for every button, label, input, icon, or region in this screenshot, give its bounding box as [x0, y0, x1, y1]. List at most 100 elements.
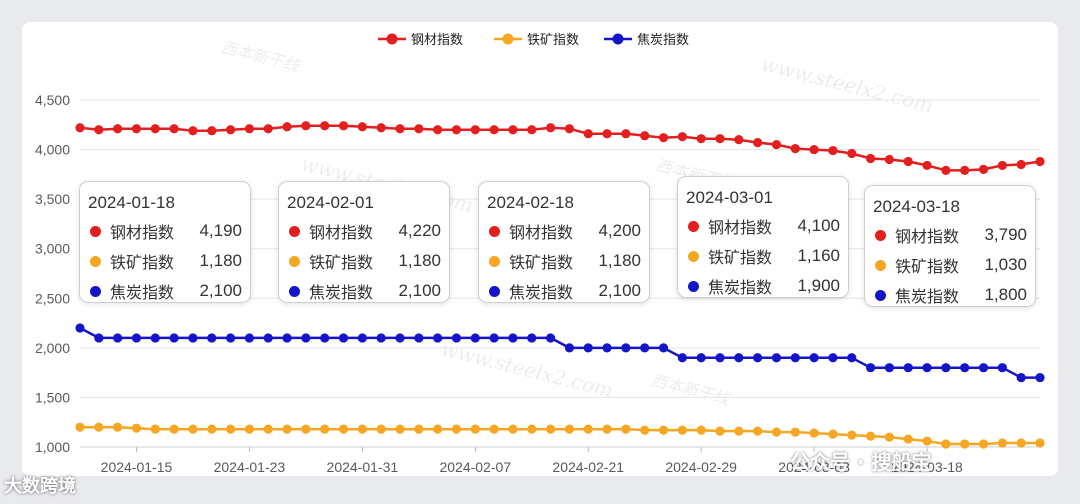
- data-point[interactable]: [301, 424, 311, 434]
- data-point[interactable]: [376, 123, 386, 133]
- data-point[interactable]: [847, 148, 857, 159]
- data-point[interactable]: [545, 424, 556, 434]
- data-point[interactable]: [244, 424, 255, 434]
- data-point[interactable]: [997, 160, 1007, 171]
- data-point[interactable]: [621, 129, 631, 139]
- data-point[interactable]: [527, 333, 537, 343]
- data-point[interactable]: [282, 122, 292, 132]
- data-point[interactable]: [583, 129, 593, 139]
- data-point[interactable]: [790, 353, 800, 363]
- data-point[interactable]: [602, 424, 612, 434]
- data-point[interactable]: [621, 424, 631, 434]
- data-point[interactable]: [828, 429, 838, 439]
- data-point[interactable]: [301, 333, 311, 343]
- data-point[interactable]: [94, 422, 104, 432]
- data-point[interactable]: [433, 125, 443, 135]
- data-point[interactable]: [978, 363, 989, 373]
- data-point[interactable]: [753, 426, 763, 436]
- data-point[interactable]: [545, 333, 556, 343]
- data-point[interactable]: [150, 333, 160, 343]
- data-point[interactable]: [489, 424, 499, 434]
- data-point[interactable]: [564, 424, 575, 434]
- data-point[interactable]: [131, 333, 142, 343]
- data-point[interactable]: [113, 333, 123, 343]
- data-point[interactable]: [320, 424, 330, 434]
- data-point[interactable]: [545, 123, 556, 133]
- data-point[interactable]: [715, 134, 725, 144]
- data-point[interactable]: [941, 165, 951, 175]
- data-point[interactable]: [696, 425, 706, 435]
- data-point[interactable]: [395, 333, 405, 343]
- legend-item-2[interactable]: 焦炭指数: [604, 33, 689, 48]
- data-point[interactable]: [225, 125, 236, 135]
- data-point[interactable]: [301, 121, 311, 131]
- data-point[interactable]: [470, 424, 480, 434]
- data-point[interactable]: [395, 124, 405, 134]
- data-point[interactable]: [414, 333, 424, 343]
- data-point[interactable]: [1035, 156, 1045, 167]
- data-point[interactable]: [640, 343, 650, 353]
- data-point[interactable]: [677, 425, 687, 435]
- data-point[interactable]: [188, 126, 198, 136]
- legend-item-0[interactable]: 钢材指数: [378, 33, 463, 48]
- data-point[interactable]: [113, 422, 123, 432]
- data-point[interactable]: [903, 363, 913, 373]
- data-point[interactable]: [658, 425, 669, 435]
- data-point[interactable]: [433, 424, 443, 434]
- data-point[interactable]: [734, 353, 744, 363]
- data-point[interactable]: [207, 126, 217, 136]
- data-point[interactable]: [376, 333, 386, 343]
- data-point[interactable]: [282, 333, 292, 343]
- data-point[interactable]: [470, 125, 480, 135]
- data-point[interactable]: [338, 333, 349, 343]
- data-point[interactable]: [903, 434, 913, 444]
- data-point[interactable]: [225, 333, 236, 343]
- data-point[interactable]: [94, 333, 104, 343]
- data-point[interactable]: [1035, 438, 1045, 448]
- data-point[interactable]: [282, 424, 292, 434]
- data-point[interactable]: [978, 439, 989, 449]
- data-point[interactable]: [357, 122, 367, 132]
- data-point[interactable]: [263, 333, 273, 343]
- data-point[interactable]: [865, 431, 876, 441]
- data-point[interactable]: [527, 424, 537, 434]
- data-point[interactable]: [1016, 159, 1026, 170]
- data-point[interactable]: [451, 125, 462, 135]
- data-point[interactable]: [847, 430, 857, 440]
- data-point[interactable]: [470, 333, 480, 343]
- data-point[interactable]: [357, 424, 367, 434]
- data-point[interactable]: [169, 124, 179, 134]
- data-point[interactable]: [865, 363, 876, 373]
- data-point[interactable]: [508, 424, 518, 434]
- data-point[interactable]: [715, 426, 725, 436]
- data-point[interactable]: [489, 333, 499, 343]
- data-point[interactable]: [395, 424, 405, 434]
- data-point[interactable]: [677, 353, 687, 363]
- data-point[interactable]: [696, 134, 706, 144]
- data-point[interactable]: [150, 424, 160, 434]
- data-point[interactable]: [338, 121, 349, 131]
- data-point[interactable]: [207, 333, 217, 343]
- data-point[interactable]: [960, 165, 970, 175]
- data-point[interactable]: [357, 333, 367, 343]
- data-point[interactable]: [320, 333, 330, 343]
- data-point[interactable]: [621, 343, 631, 353]
- data-point[interactable]: [320, 121, 330, 131]
- data-point[interactable]: [884, 363, 895, 373]
- data-point[interactable]: [696, 353, 706, 363]
- data-point[interactable]: [715, 353, 725, 363]
- data-point[interactable]: [809, 353, 819, 363]
- data-point[interactable]: [903, 156, 913, 167]
- legend-item-1[interactable]: 铁矿指数: [494, 33, 579, 48]
- data-point[interactable]: [734, 135, 744, 145]
- data-point[interactable]: [169, 424, 179, 434]
- data-point[interactable]: [188, 424, 198, 434]
- data-point[interactable]: [771, 353, 782, 363]
- data-point[interactable]: [376, 424, 386, 434]
- data-point[interactable]: [433, 333, 443, 343]
- data-point[interactable]: [451, 333, 462, 343]
- data-point[interactable]: [978, 164, 989, 174]
- data-point[interactable]: [527, 125, 537, 135]
- data-point[interactable]: [884, 154, 895, 165]
- data-point[interactable]: [602, 129, 612, 139]
